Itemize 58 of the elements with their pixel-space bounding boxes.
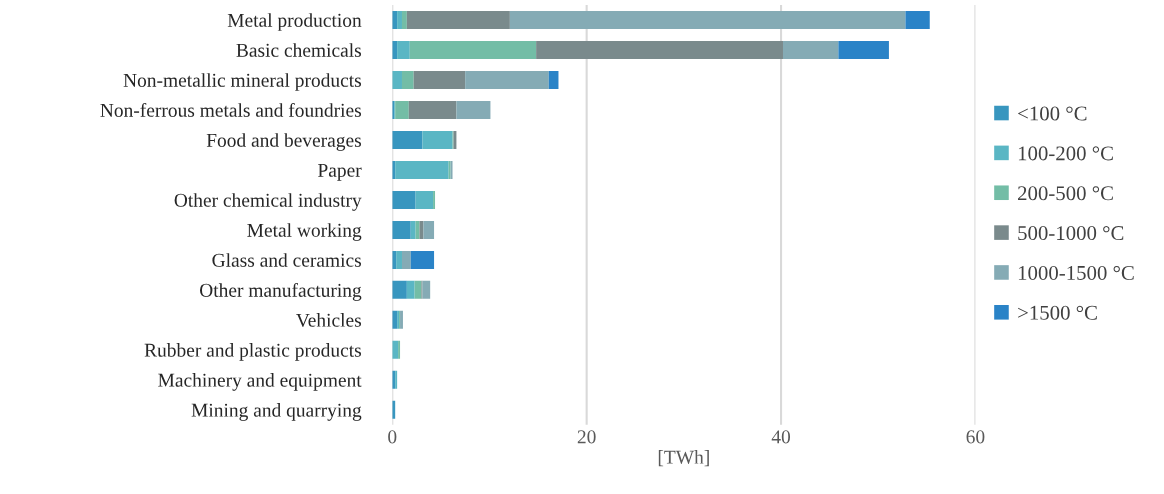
bar: [401, 250, 411, 269]
x-tick-label: 60: [966, 430, 985, 444]
bar: [409, 40, 537, 59]
y-tick-label: Mining and quarrying: [191, 403, 362, 421]
bar: [397, 40, 410, 59]
bar: [396, 250, 402, 269]
bar: [395, 100, 409, 119]
bar: [410, 220, 416, 239]
y-tick-label: Metal production: [227, 13, 362, 31]
legend-label: 1000-1500 °C: [1018, 265, 1134, 280]
legend-label: <100 °C: [1018, 106, 1087, 121]
bar: [392, 280, 407, 299]
bar: [422, 280, 431, 299]
bar: [392, 220, 411, 239]
bar: [410, 250, 435, 269]
x-tick-label: 40: [771, 430, 791, 444]
bar: [408, 100, 457, 119]
bar: [456, 100, 491, 119]
bar: [415, 190, 434, 209]
x-tick-label: 0: [388, 430, 397, 444]
bar: [465, 70, 549, 89]
y-tick-label: Basic chemicals: [236, 43, 361, 57]
bar: [413, 70, 466, 89]
y-tick-label: Glass and ceramics: [212, 253, 361, 267]
bar: [422, 130, 453, 149]
x-tick-label: 20: [577, 430, 596, 444]
bar: [419, 220, 424, 239]
y-tick-label: Non-ferrous metals and foundries: [100, 102, 362, 117]
y-tick-label: Food and beverages: [206, 133, 361, 151]
y-tick-label: Rubber and plastic products: [144, 343, 361, 361]
bar: [782, 40, 839, 59]
y-tick-label: Other manufacturing: [200, 283, 362, 301]
legend-label: 100-200 °C: [1018, 146, 1113, 161]
y-tick-label: Machinery and equipment: [158, 373, 362, 391]
x-axis-title: [TWh]: [658, 450, 709, 467]
bar: [397, 10, 402, 29]
bar: [905, 10, 930, 29]
y-tick-label: Other chemical industry: [174, 193, 362, 211]
bar: [401, 70, 414, 89]
y-tick-label: Paper: [318, 163, 362, 181]
bar: [548, 70, 559, 89]
bar: [536, 40, 783, 59]
bar: [392, 70, 402, 89]
bar: [423, 220, 435, 239]
bar: [406, 10, 510, 29]
bar: [392, 190, 416, 209]
legend-label: 200-500 °C: [1018, 186, 1113, 201]
bar: [401, 10, 407, 29]
legend-label: 500-1000 °C: [1018, 226, 1124, 241]
bar: [406, 280, 415, 299]
bar: [392, 130, 423, 149]
y-tick-label: Vehicles: [296, 313, 361, 327]
y-tick-label: Metal working: [247, 223, 362, 241]
bar: [509, 10, 906, 29]
y-tick-label: Non-metallic mineral products: [123, 73, 362, 91]
legend-label: >1500 °C: [1018, 305, 1097, 320]
bar: [395, 160, 449, 179]
bar: [838, 40, 889, 59]
